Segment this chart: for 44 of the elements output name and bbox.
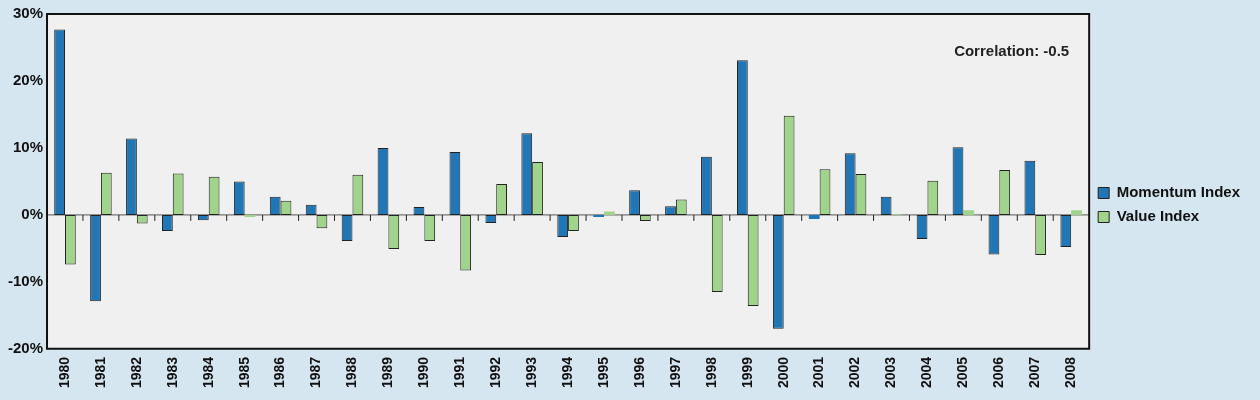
x-tick-label: 1993 bbox=[523, 356, 540, 389]
legend-label: Value Index bbox=[1116, 207, 1200, 225]
x-tick-label: 2007 bbox=[1026, 356, 1043, 389]
x-tick-label: 1980 bbox=[55, 356, 72, 389]
x-tick-label: 1997 bbox=[666, 356, 683, 389]
y-tick-label: 30% bbox=[12, 4, 44, 22]
x-tick-label: 2001 bbox=[810, 356, 827, 389]
y-tick-label: -20% bbox=[7, 339, 44, 356]
x-tick-label: 2004 bbox=[918, 356, 935, 389]
y-tick-label: 10% bbox=[12, 138, 44, 156]
x-tick-label: 1986 bbox=[271, 356, 288, 389]
x-tick-label: 1987 bbox=[307, 356, 324, 389]
y-tick-label: 0% bbox=[21, 205, 44, 223]
bar bbox=[963, 210, 975, 215]
x-tick-label: 1983 bbox=[163, 356, 180, 389]
x-tick-label: 2003 bbox=[882, 356, 899, 389]
bar bbox=[244, 214, 256, 217]
x-tick-label: 2008 bbox=[1062, 356, 1079, 389]
x-tick-label: 1996 bbox=[630, 356, 647, 389]
x-tick-label: 1990 bbox=[415, 356, 432, 389]
x-tick-label: 1982 bbox=[127, 356, 144, 389]
x-tick-label: 1991 bbox=[451, 356, 468, 389]
legend-label: Momentum Index bbox=[1116, 183, 1241, 201]
x-tick-label: 1999 bbox=[738, 356, 755, 389]
x-tick-label: 1984 bbox=[199, 356, 216, 389]
x-tick-label: 1989 bbox=[379, 356, 396, 389]
annotation: Correlation: -0.5 bbox=[954, 41, 1070, 59]
bar bbox=[604, 211, 615, 215]
bar bbox=[808, 214, 820, 219]
x-tick-label: 2000 bbox=[774, 356, 791, 389]
x-tick-label: 2005 bbox=[954, 356, 971, 389]
x-tick-label: 2006 bbox=[990, 356, 1007, 389]
bar bbox=[593, 214, 605, 217]
y-tick-label: -10% bbox=[7, 272, 44, 290]
y-tick-label: 20% bbox=[12, 71, 44, 89]
x-tick-label: 1988 bbox=[343, 356, 360, 389]
x-tick-label: 2002 bbox=[846, 356, 863, 389]
x-tick-label: 1981 bbox=[91, 356, 108, 389]
bar bbox=[1071, 210, 1082, 215]
x-tick-label: 1995 bbox=[594, 356, 611, 389]
x-tick-label: 1994 bbox=[558, 356, 575, 389]
x-tick-label: 1998 bbox=[702, 356, 719, 389]
x-tick-label: 1992 bbox=[487, 356, 504, 389]
x-tick-label: 1985 bbox=[235, 356, 252, 389]
